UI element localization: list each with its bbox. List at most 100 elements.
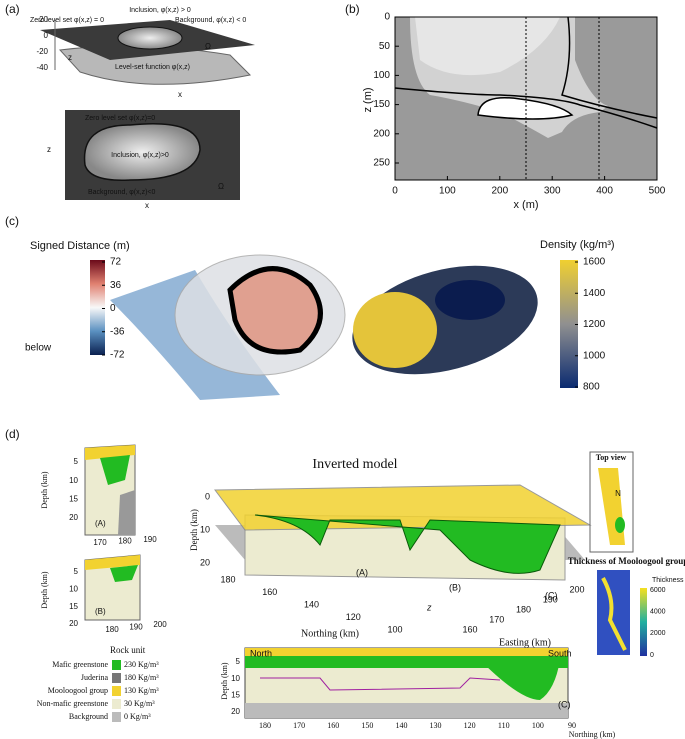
inclusion bbox=[227, 266, 323, 355]
tick-label: 20 bbox=[39, 15, 48, 24]
mafic bbox=[480, 660, 560, 700]
mafic bbox=[100, 455, 130, 485]
label: Mooloogool group bbox=[48, 686, 108, 695]
label: x bbox=[178, 90, 182, 99]
label: Inverted model bbox=[312, 457, 397, 472]
tick-label: 0 bbox=[44, 31, 49, 40]
tick-label: 1000 bbox=[583, 350, 606, 361]
tick-label: 10 bbox=[200, 524, 210, 534]
tick-label: -20 bbox=[36, 47, 48, 56]
label: Depth (km) bbox=[40, 471, 49, 508]
tick-label: 120 bbox=[346, 612, 361, 622]
legend-swatch bbox=[112, 660, 121, 670]
top-view-frame bbox=[589, 451, 634, 553]
top-view-mafic bbox=[615, 517, 625, 533]
label: Level-set function φ(x,z) bbox=[115, 64, 190, 71]
tick-label: 36 bbox=[110, 280, 122, 291]
tick-label: 100 bbox=[387, 624, 402, 634]
tick-label: 15 bbox=[69, 494, 78, 503]
tick-label: -36 bbox=[110, 326, 125, 337]
mafic bbox=[110, 565, 138, 582]
tick-label: 100 bbox=[439, 186, 456, 197]
tick-label: 20 bbox=[231, 707, 240, 716]
label: (C) bbox=[558, 699, 571, 709]
mooloogool-plane bbox=[214, 484, 592, 531]
top-view-map bbox=[598, 468, 625, 545]
contact bbox=[260, 677, 501, 691]
panel-d-graphic bbox=[84, 444, 647, 719]
label: Thickness in meters bbox=[652, 577, 685, 584]
tick-label: 20 bbox=[200, 557, 210, 567]
label: Mafic greenstone bbox=[52, 660, 108, 669]
legend-swatch bbox=[112, 712, 121, 722]
tick-label: 160 bbox=[262, 587, 277, 597]
label: (B) bbox=[95, 607, 106, 616]
label: 180 Kg/m³ bbox=[124, 673, 159, 682]
label: Easting (km) bbox=[499, 637, 551, 648]
inclusion bbox=[117, 26, 183, 50]
tick-label: 180 bbox=[516, 604, 531, 614]
label: x (m) bbox=[513, 199, 538, 211]
inclusion bbox=[83, 123, 201, 181]
tick-label: 130 bbox=[430, 721, 442, 730]
tick-label: -40 bbox=[36, 63, 48, 72]
label: Juderina bbox=[81, 673, 109, 682]
tick-label: 6000 bbox=[650, 587, 666, 594]
plot-frame bbox=[394, 16, 658, 181]
tick-label: 0 bbox=[384, 12, 390, 23]
tick-label: -72 bbox=[110, 350, 125, 361]
label: Rock unit bbox=[110, 645, 146, 655]
panel-c-graphic bbox=[90, 254, 578, 400]
panel-a-graphic bbox=[40, 20, 255, 200]
tick-label: 20 bbox=[69, 513, 78, 522]
tick-label: 180 bbox=[220, 574, 235, 584]
label: Ω bbox=[205, 42, 211, 51]
label: N bbox=[615, 489, 621, 498]
label: (C) bbox=[545, 590, 558, 600]
label: Inclusion, φ(x,z)>0 bbox=[111, 152, 169, 159]
label: Top view bbox=[596, 453, 627, 462]
label: South bbox=[548, 648, 572, 658]
tick-label: 160 bbox=[327, 721, 339, 730]
label: Northing (km) bbox=[301, 628, 359, 639]
tick-label: 4000 bbox=[650, 609, 666, 616]
label: Thickness of Mooloogool group bbox=[568, 556, 685, 566]
label: North bbox=[250, 648, 272, 658]
tick-label: 500 bbox=[649, 186, 666, 197]
tick-label: 0 bbox=[110, 303, 116, 314]
label: Ω bbox=[218, 182, 224, 191]
boundary bbox=[394, 87, 658, 129]
tick-label: 170 bbox=[293, 721, 305, 730]
label: Background bbox=[69, 712, 108, 721]
label: (A) bbox=[95, 519, 106, 528]
tick-label: 0 bbox=[205, 491, 210, 501]
tick-label: 200 bbox=[153, 620, 167, 629]
label: z bbox=[47, 145, 51, 154]
tick-label: 1600 bbox=[583, 257, 606, 268]
label: (d) bbox=[5, 427, 20, 441]
high-density bbox=[353, 292, 437, 368]
tick-label: 15 bbox=[69, 602, 78, 611]
background bbox=[245, 703, 568, 718]
tick-label: 72 bbox=[110, 257, 122, 268]
label: Density (kg/m³) bbox=[540, 239, 615, 251]
tick-label: 100 bbox=[373, 70, 390, 81]
tick-label: 150 bbox=[361, 721, 373, 730]
tick-label: 190 bbox=[143, 535, 157, 544]
label: (c) bbox=[5, 214, 19, 228]
label: Depth (km) bbox=[40, 571, 49, 608]
label: Depth (km) bbox=[189, 509, 199, 551]
legend-swatch bbox=[112, 686, 121, 696]
tick-label: 200 bbox=[373, 128, 390, 139]
thickness-colorbar bbox=[640, 588, 647, 656]
tick-label: 180 bbox=[105, 625, 119, 634]
tick-label: 800 bbox=[583, 382, 600, 393]
tick-label: 200 bbox=[491, 186, 508, 197]
tick-label: 140 bbox=[395, 721, 407, 730]
panel-b-graphic bbox=[394, 16, 658, 181]
label: z bbox=[68, 53, 72, 62]
label: (a) bbox=[5, 2, 20, 16]
tick-label: 150 bbox=[373, 99, 390, 110]
tick-label: 190 bbox=[543, 594, 558, 604]
tick-label: 20 bbox=[69, 619, 78, 628]
